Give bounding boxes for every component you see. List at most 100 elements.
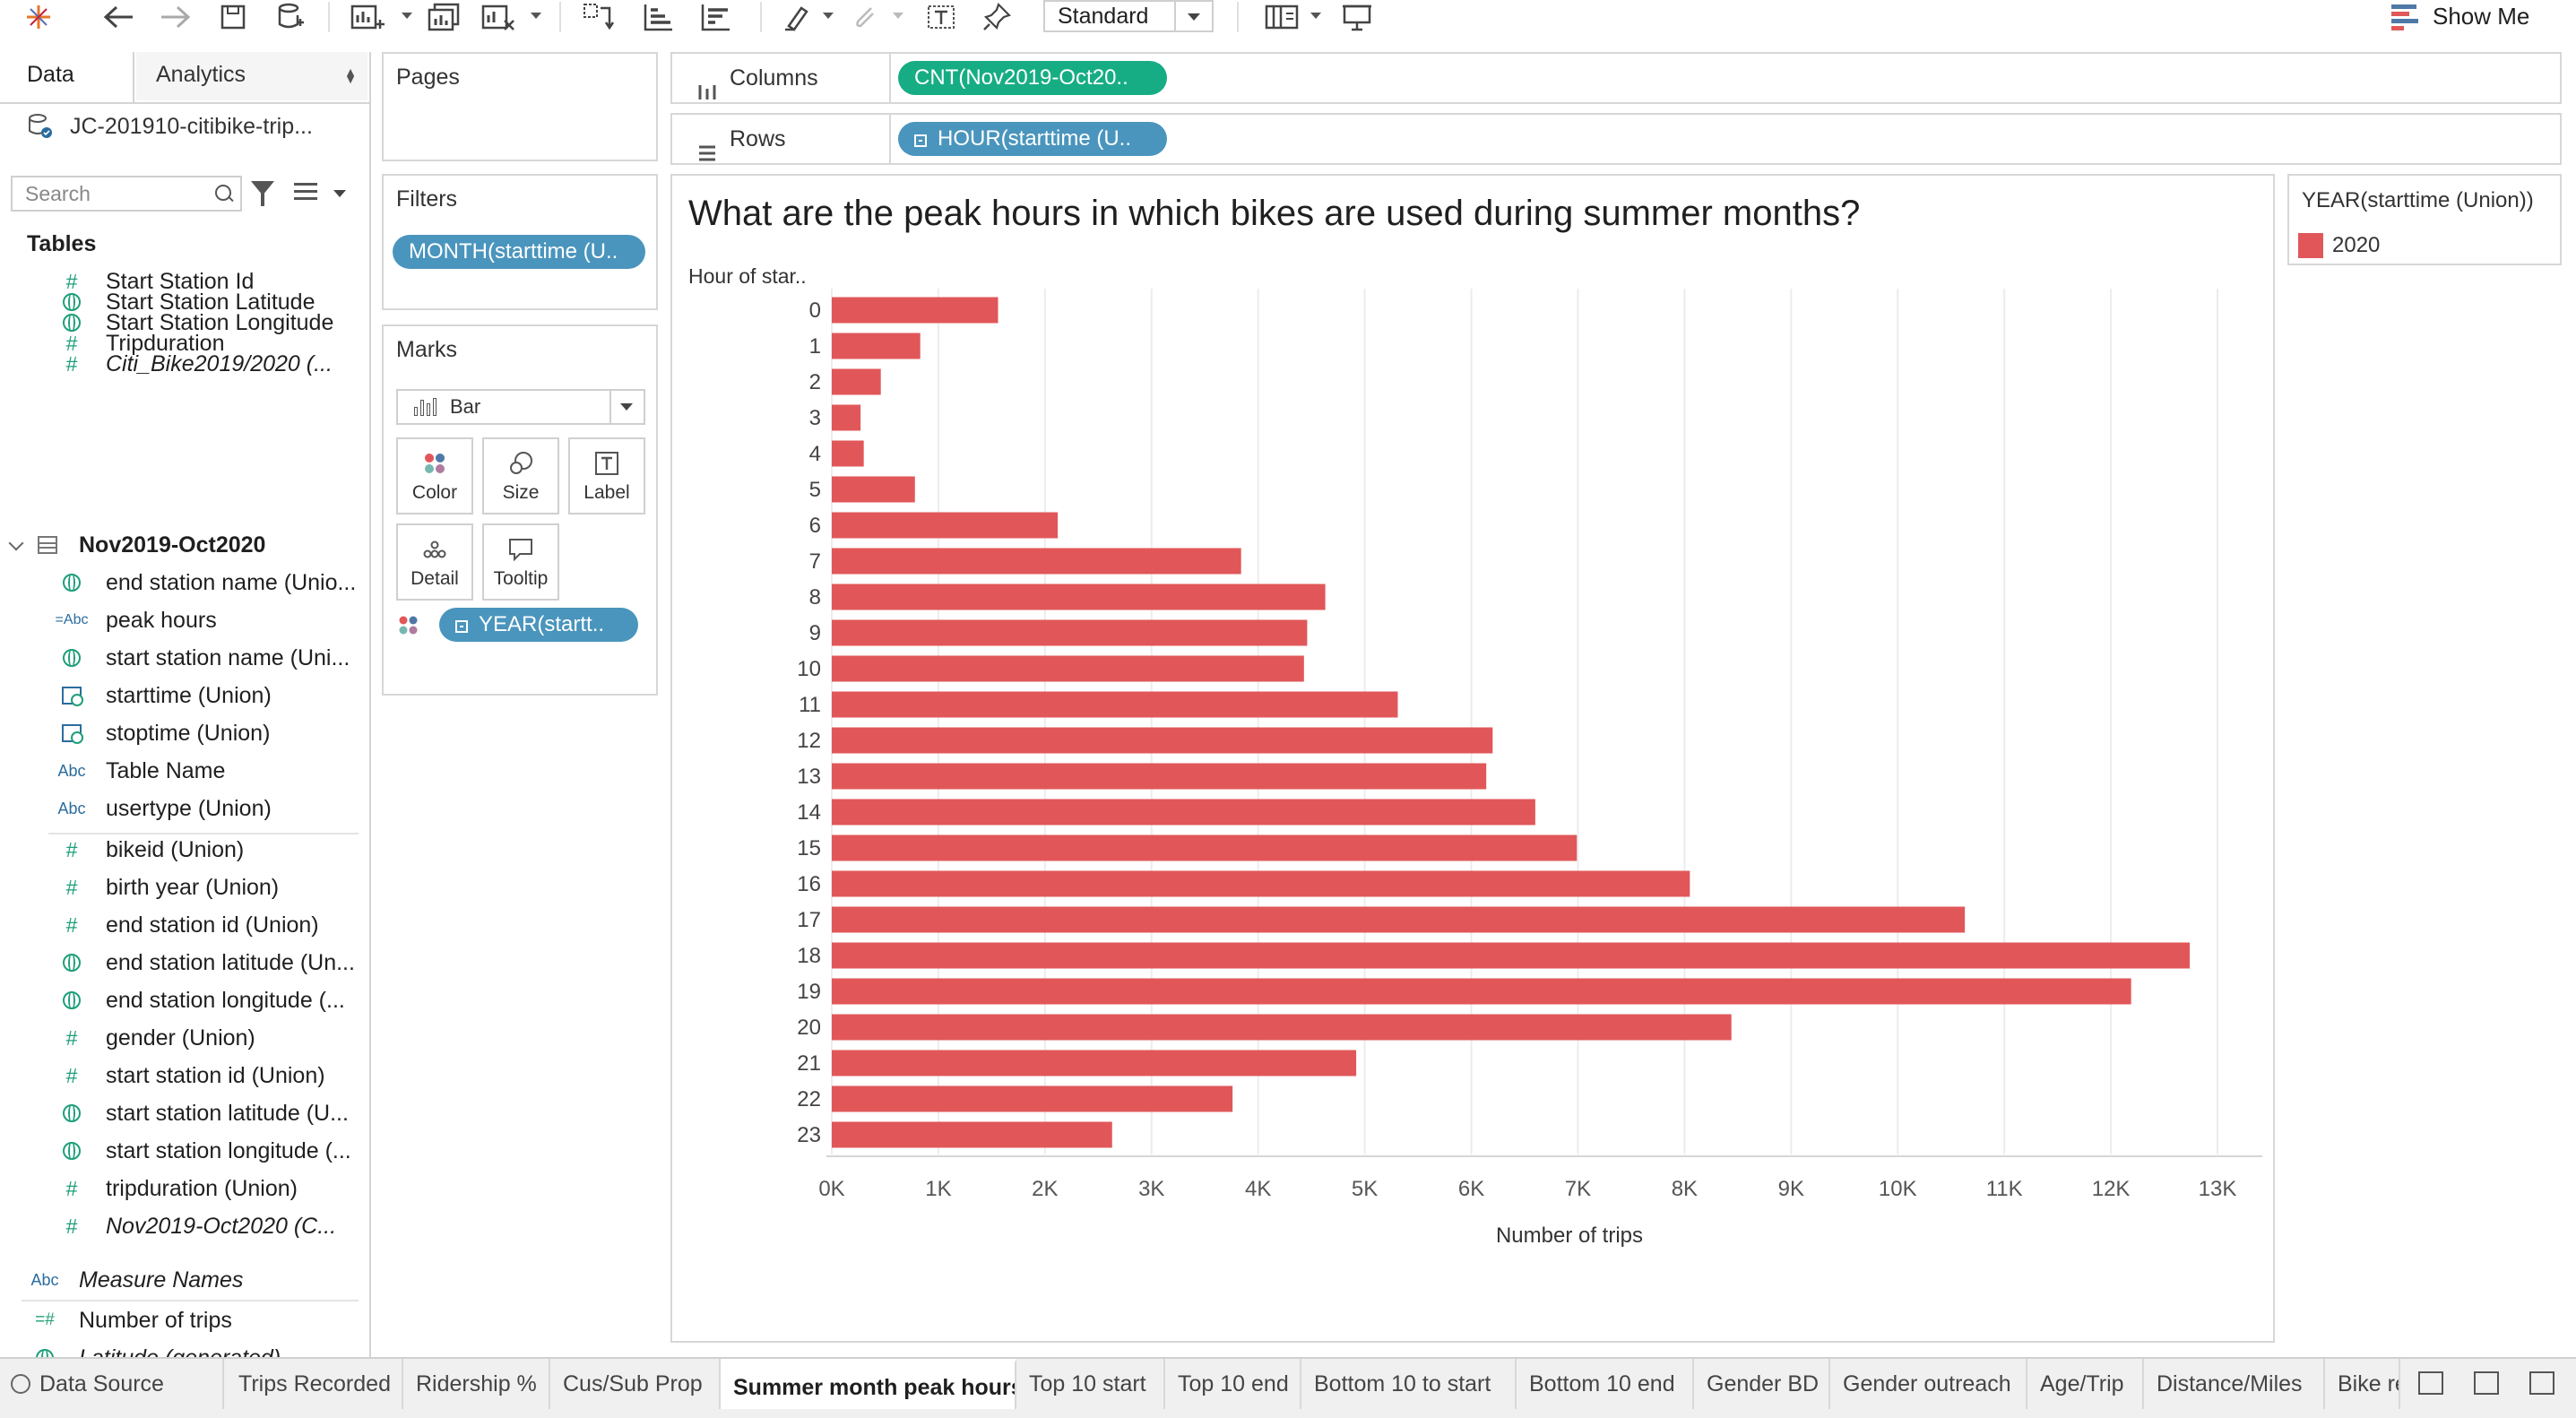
field-item[interactable]: # end station id (Union) — [0, 907, 369, 943]
view-list-icon[interactable] — [294, 183, 317, 201]
bar[interactable] — [832, 441, 864, 467]
field-item[interactable]: =Abc peak hours — [0, 602, 369, 638]
bar[interactable] — [832, 1051, 1356, 1076]
field-item[interactable]: end station latitude (Un... — [0, 945, 369, 981]
sheet-tab[interactable]: Top 10 end — [1165, 1359, 1301, 1409]
clear-sheet-icon[interactable] — [480, 2, 516, 32]
field-item[interactable]: # Citi_Bike2019/2020 (... — [0, 346, 369, 382]
field-item[interactable]: # birth year (Union) — [0, 869, 369, 905]
field-item[interactable]: start station latitude (U... — [0, 1095, 369, 1131]
undo-icon[interactable] — [100, 2, 136, 32]
bar[interactable] — [832, 728, 1492, 754]
detail-button[interactable]: Detail — [396, 523, 473, 601]
bar[interactable] — [832, 764, 1486, 790]
save-icon[interactable] — [217, 2, 249, 32]
rows-pill[interactable]: HOUR(starttime (U.. — [898, 122, 1167, 156]
swap-rows-columns-icon[interactable] — [581, 2, 617, 32]
bar-chart[interactable]: Hour of star.. 0K 1K 2K 3K 4K 5K 6K 7K 8K 9K 10K 11K… — [672, 176, 2273, 1341]
show-cards-icon[interactable] — [1264, 2, 1300, 32]
label-button[interactable]: Label — [568, 437, 645, 514]
rows-shelf[interactable]: Rows HOUR(starttime (U.. — [670, 113, 2562, 165]
tab-analytics[interactable]: Analytics ▲ ▼ — [136, 52, 367, 100]
new-worksheet-icon[interactable] — [350, 2, 385, 32]
redo-icon[interactable] — [158, 2, 194, 32]
tooltip-button[interactable]: Tooltip — [482, 523, 559, 601]
field-item[interactable]: # tripduration (Union) — [0, 1171, 369, 1206]
field-item[interactable]: # Nov2019-Oct2020 (C... — [0, 1208, 369, 1244]
sheet-tab[interactable]: Bike re — [2325, 1359, 2400, 1409]
presentation-mode-icon[interactable] — [1339, 2, 1375, 32]
bar[interactable] — [832, 549, 1241, 575]
bar[interactable] — [832, 943, 2190, 969]
clear-sheet-dropdown[interactable] — [531, 13, 541, 19]
bar[interactable] — [832, 477, 915, 503]
sheet-tab[interactable]: Distance/Miles — [2144, 1359, 2325, 1409]
sheet-tab[interactable]: Age/Trip — [2027, 1359, 2144, 1409]
group-members-icon[interactable] — [850, 2, 882, 32]
group-members-dropdown[interactable] — [893, 13, 903, 19]
filter-pill-month[interactable]: MONTH(starttime (U.. — [393, 235, 645, 269]
field-item[interactable]: # bikeid (Union) — [0, 832, 369, 868]
table-nov2019-oct2020[interactable]: Nov2019-Oct2020 — [0, 527, 369, 563]
field-item[interactable]: Abc Table Name — [0, 753, 369, 789]
bar[interactable] — [832, 835, 1577, 861]
color-pill-year[interactable]: YEAR(startt.. — [439, 608, 638, 642]
bar[interactable] — [832, 369, 881, 395]
sheet-tab[interactable]: Summer month peak hours — [721, 1359, 1016, 1409]
sheet-tab[interactable]: Gender BD — [1694, 1359, 1830, 1409]
bar[interactable] — [832, 1086, 1232, 1112]
sheet-tab[interactable]: Top 10 start — [1016, 1359, 1165, 1409]
size-button[interactable]: Size — [482, 437, 559, 514]
show-mark-labels-icon[interactable] — [923, 2, 959, 32]
bar[interactable] — [832, 513, 1058, 539]
new-story-tab-icon[interactable] — [2529, 1371, 2554, 1395]
new-dashboard-tab-icon[interactable] — [2474, 1371, 2499, 1395]
mark-type-select[interactable]: Bar — [396, 389, 645, 425]
field-item[interactable]: # gender (Union) — [0, 1020, 369, 1056]
expand-plus-icon[interactable] — [914, 134, 927, 147]
bar[interactable] — [832, 979, 2131, 1005]
columns-shelf[interactable]: Columns CNT(Nov2019-Oct20.. — [670, 52, 2562, 104]
sheet-tab[interactable]: Ridership % — [403, 1359, 550, 1409]
search-input[interactable]: Search — [11, 176, 242, 212]
filter-fields-icon[interactable] — [251, 181, 274, 195]
highlight-dropdown[interactable] — [823, 13, 834, 19]
new-worksheet-dropdown[interactable] — [402, 13, 412, 19]
bar[interactable] — [832, 620, 1307, 646]
bar[interactable] — [832, 871, 1690, 897]
bar[interactable] — [832, 1122, 1112, 1148]
field-measure-names[interactable]: Abc Measure Names — [0, 1262, 369, 1298]
field-item[interactable]: Abc usertype (Union) — [0, 791, 369, 826]
duplicate-sheet-icon[interactable] — [427, 2, 462, 32]
worksheet-view[interactable]: What are the peak hours in which bikes a… — [670, 174, 2275, 1343]
view-list-dropdown[interactable] — [333, 190, 346, 197]
bar[interactable] — [832, 405, 860, 431]
highlight-icon[interactable] — [782, 2, 814, 32]
field-item[interactable]: =# Number of trips — [0, 1302, 369, 1338]
pages-shelf[interactable]: Pages — [382, 52, 658, 161]
chevron-down-icon[interactable] — [9, 536, 24, 551]
field-item[interactable]: stoptime (Union) — [0, 715, 369, 751]
tab-data-source[interactable]: Data Source — [0, 1359, 224, 1409]
filters-shelf[interactable]: Filters MONTH(starttime (U.. — [382, 174, 658, 310]
show-me-button[interactable]: Show Me — [2391, 0, 2529, 32]
tableau-logo-icon[interactable] — [23, 2, 54, 32]
columns-pill[interactable]: CNT(Nov2019-Oct20.. — [898, 61, 1167, 95]
bar[interactable] — [832, 333, 921, 359]
bar[interactable] — [832, 298, 998, 324]
show-cards-dropdown[interactable] — [1310, 13, 1321, 19]
tab-data[interactable]: Data — [0, 52, 134, 102]
field-item[interactable]: starttime (Union) — [0, 678, 369, 713]
bar[interactable] — [832, 656, 1304, 682]
sheet-tab[interactable]: Bottom 10 to start — [1301, 1359, 1517, 1409]
color-button[interactable]: Color — [396, 437, 473, 514]
bar[interactable] — [832, 1015, 1732, 1041]
new-datasource-icon[interactable] — [274, 2, 307, 32]
sheet-tab[interactable]: Cus/Sub Prop — [550, 1359, 721, 1409]
field-item[interactable]: start station longitude (... — [0, 1133, 369, 1169]
sort-ascending-icon[interactable] — [640, 2, 676, 32]
fix-axes-pin-icon[interactable] — [981, 2, 1013, 32]
field-item[interactable]: end station name (Unio... — [0, 565, 369, 601]
bar[interactable] — [832, 584, 1326, 610]
legend-item-label[interactable]: 2020 — [2332, 233, 2380, 258]
